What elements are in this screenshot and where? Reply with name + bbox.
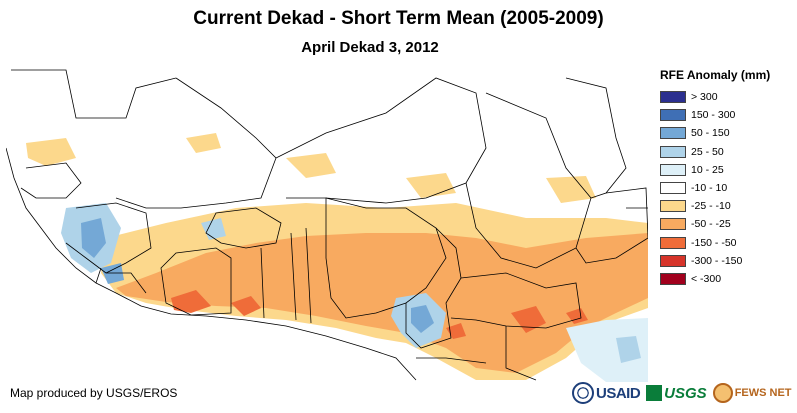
fews-net-logo: FEWS NET — [712, 383, 792, 403]
anomaly-patch-red-orange-3 — [511, 306, 546, 333]
fews-logo-text: FEWS NET — [734, 387, 792, 399]
anomaly-regions — [26, 133, 648, 382]
legend-swatch — [660, 145, 686, 158]
legend-title: RFE Anomaly (mm) — [660, 68, 771, 82]
logo-strip: USAID USGS FEWS NET — [572, 378, 794, 408]
legend-item: -50 - -25 — [660, 217, 795, 231]
anomaly-patch-north-5 — [546, 176, 596, 203]
map-title: Current Dekad - Short Term Mean (2005-20… — [193, 8, 604, 29]
legend-item: 10 - 25 — [660, 163, 795, 177]
legend-label: -50 - -25 — [691, 218, 731, 231]
border-mali — [115, 77, 277, 209]
border-nigeria — [325, 197, 447, 319]
legend-swatch — [660, 218, 686, 231]
legend-swatch — [660, 163, 686, 176]
border-liberia-sl — [95, 267, 147, 294]
border-mauritania — [11, 69, 177, 119]
legend-label: > 300 — [691, 91, 718, 103]
legend-item: < -300 — [660, 272, 795, 286]
legend-label: < -300 — [691, 272, 722, 285]
legend-label: -150 - -50 — [691, 236, 737, 249]
legend-item: 150 - 300 — [660, 108, 795, 122]
border-cote-divoire — [160, 247, 232, 316]
border-sudan — [565, 77, 627, 199]
fews-globe-icon — [712, 383, 733, 403]
usgs-logo-text: USGS — [664, 384, 707, 402]
border-senegal — [20, 162, 82, 199]
legend-label: -25 - -10 — [691, 200, 731, 213]
border-drc — [416, 326, 537, 381]
legend-item: -150 - -50 — [660, 236, 795, 250]
coastline — [6, 147, 417, 381]
anomaly-wet-central — [201, 218, 226, 240]
legend-item: 25 - 50 — [660, 145, 795, 159]
usaid-logo: USAID — [572, 382, 641, 404]
anomaly-wet-guinea-core — [81, 218, 106, 258]
map-subtitle: April Dekad 3, 2012 — [301, 39, 439, 56]
anomaly-patch-red-orange-5 — [446, 323, 466, 339]
legend-swatch — [660, 272, 686, 285]
legend-label: -300 - -150 — [691, 254, 743, 267]
border-ghana-togo-benin — [260, 227, 312, 324]
legend-swatch — [660, 254, 686, 267]
legend-label: 25 - 50 — [691, 145, 724, 158]
anomaly-patch-red-orange-2 — [231, 296, 261, 316]
border-car — [450, 272, 582, 329]
anomaly-wet-coast — [101, 263, 124, 284]
border-cameroon — [405, 227, 462, 349]
legend: RFE Anomaly (mm) > 300 150 - 300 50 - 150 2… — [660, 68, 795, 290]
border-guinea — [65, 202, 152, 274]
border-burkina — [205, 207, 282, 249]
legend-item: -10 - 10 — [660, 181, 795, 195]
legend-item: -25 - -10 — [660, 199, 795, 213]
usaid-seal-icon — [572, 382, 594, 404]
legend-swatch — [660, 181, 686, 194]
legend-label: -10 - 10 — [691, 181, 728, 194]
legend-item: -300 - -150 — [660, 254, 795, 268]
border-south-sudan — [575, 187, 648, 264]
legend-item: > 300 — [660, 90, 795, 104]
legend-swatch — [660, 109, 686, 122]
usgs-logo: USGS — [646, 385, 707, 402]
country-borders — [6, 69, 648, 381]
anomaly-wet-cameroon-core — [411, 305, 434, 333]
anomaly-wet-congo — [566, 318, 648, 382]
legend-swatch — [660, 200, 686, 213]
anomaly-patch-red-orange-4 — [566, 308, 588, 324]
anomaly-band-orange-south — [116, 233, 648, 373]
legend-swatch — [660, 91, 686, 103]
border-niger — [275, 77, 487, 204]
legend-item: 50 - 150 — [660, 126, 795, 140]
anomaly-wet-congo-core — [616, 336, 641, 363]
legend-swatch — [660, 127, 686, 140]
legend-label: 10 - 25 — [691, 163, 724, 176]
legend-swatch — [660, 236, 686, 249]
anomaly-patch-red-orange-1 — [171, 290, 211, 313]
legend-items: > 300 150 - 300 50 - 150 25 - 50 10 - 25 -10 … — [660, 90, 795, 286]
usgs-mark-icon — [646, 385, 663, 401]
legend-label: 150 - 300 — [691, 109, 736, 122]
anomaly-patch-north-1 — [26, 138, 76, 166]
map-credit: Map produced by USGS/EROS — [10, 386, 178, 400]
usaid-logo-text: USAID — [596, 384, 641, 402]
rfe-anomaly-map — [6, 63, 648, 382]
anomaly-patch-north-2 — [186, 133, 221, 153]
anomaly-patch-north-3 — [286, 153, 336, 178]
legend-label: 50 - 150 — [691, 127, 730, 140]
